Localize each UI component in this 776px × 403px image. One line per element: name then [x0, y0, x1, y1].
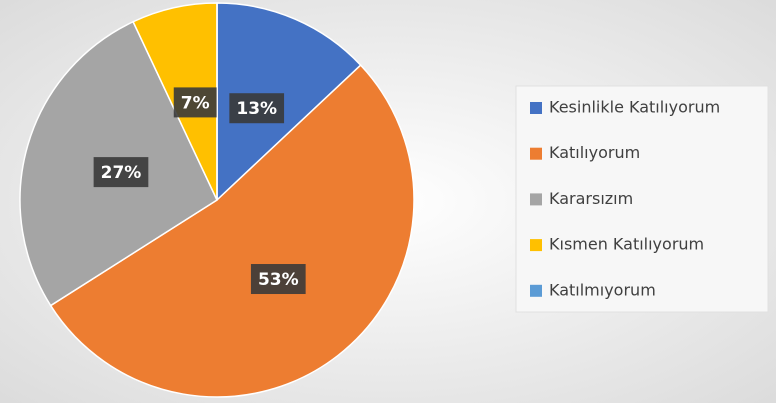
legend-swatch: [530, 239, 542, 252]
data-label: 13%: [236, 99, 277, 119]
legend-label: Katılıyorum: [549, 143, 640, 162]
legend-swatch: [530, 284, 542, 297]
legend-label: Kararsızım: [549, 189, 633, 208]
legend-label: Kesinlikle Katılıyorum: [549, 98, 720, 117]
legend-box: [515, 85, 769, 313]
data-label: 53%: [258, 270, 299, 290]
legend-label: Katılmıyorum: [549, 280, 656, 299]
legend-swatch: [530, 147, 542, 160]
data-label: 7%: [181, 93, 210, 113]
data-label-box: [173, 87, 217, 118]
data-label: 27%: [101, 163, 142, 183]
legend-swatch: [530, 193, 542, 206]
legend-swatch: [530, 102, 542, 114]
data-label-box: [250, 264, 306, 295]
pie-slice: [216, 2, 362, 202]
legend-label: Kısmen Katılıyorum: [549, 235, 704, 254]
pie-slice: [49, 64, 415, 398]
data-label-box: [93, 157, 149, 188]
data-label-box: [229, 93, 285, 124]
